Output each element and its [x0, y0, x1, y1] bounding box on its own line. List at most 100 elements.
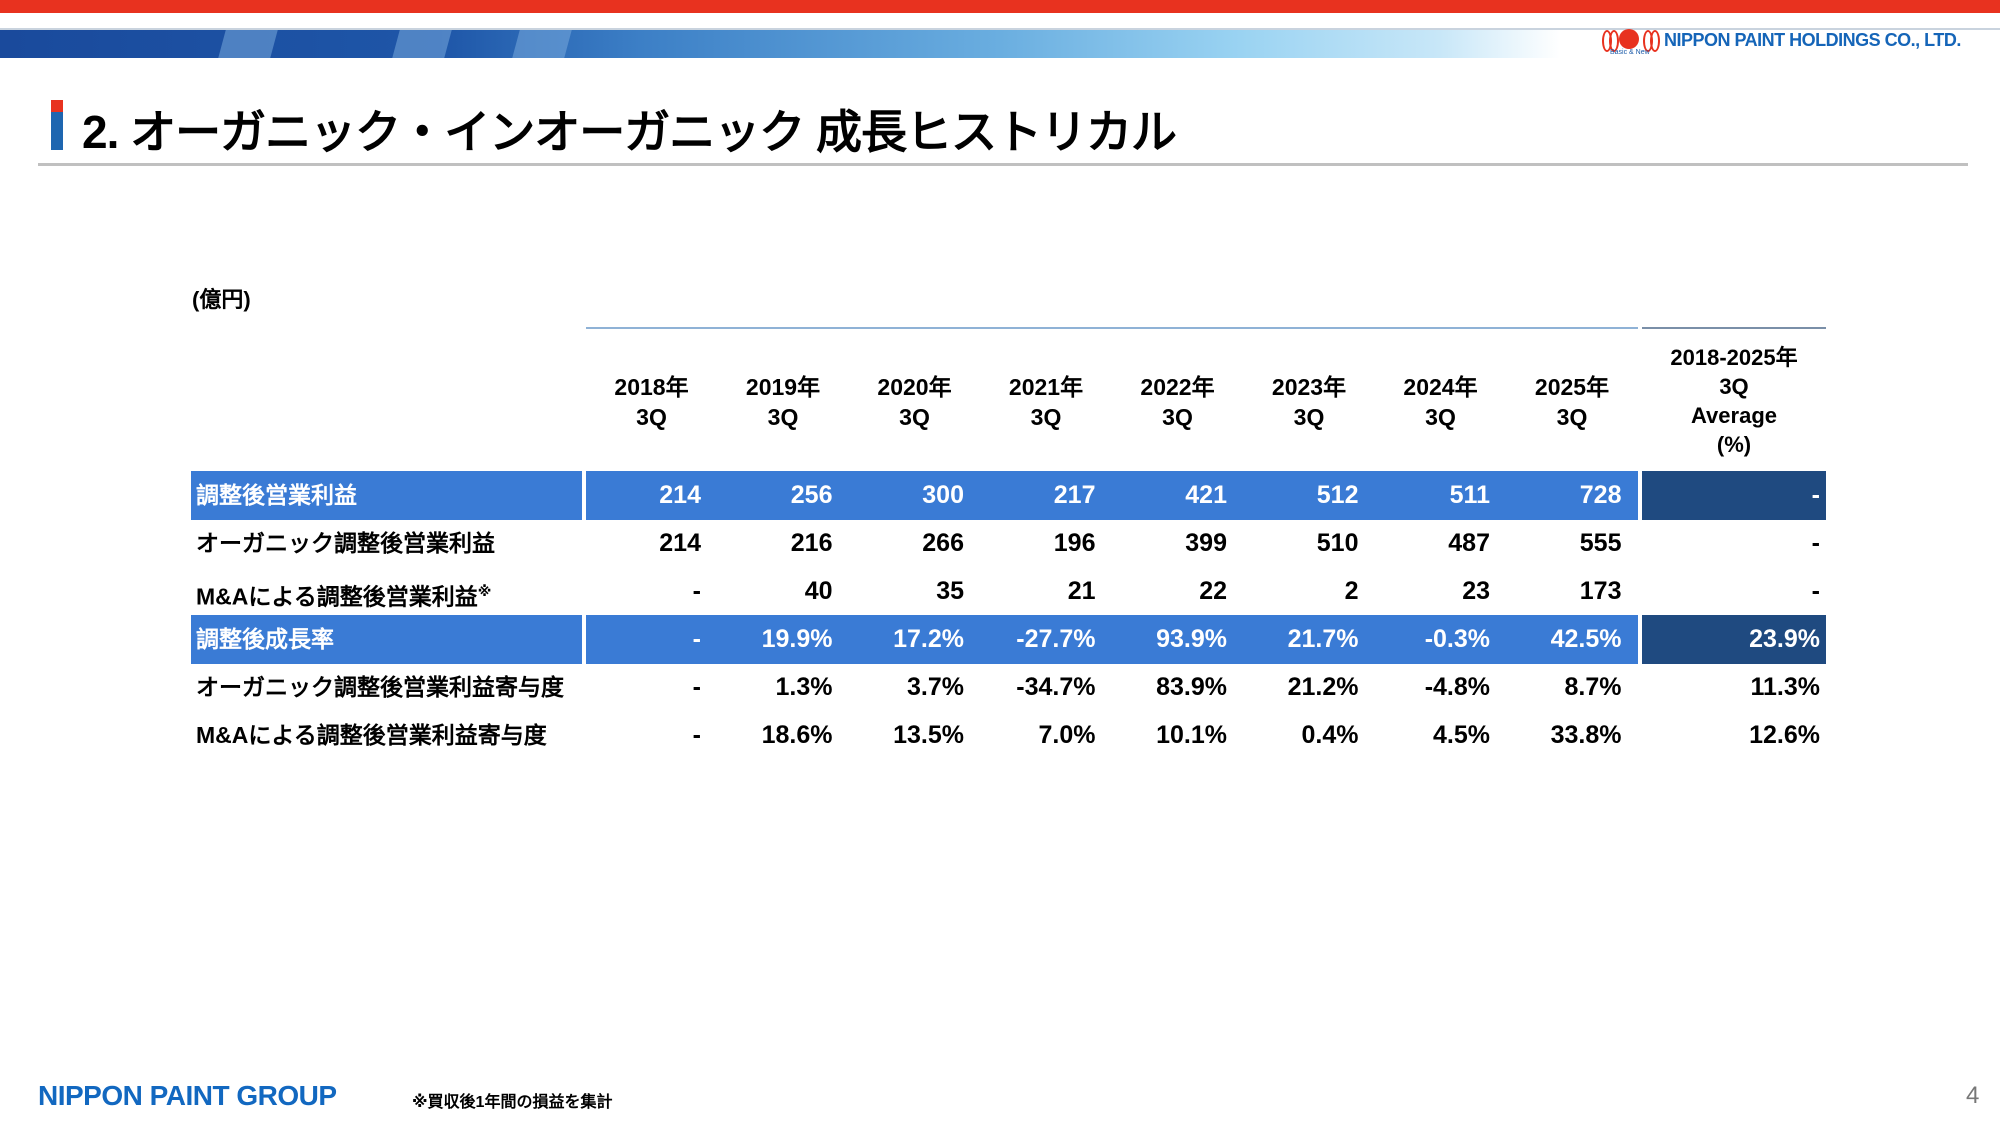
column-header: 2024年 3Q — [1375, 372, 1506, 432]
table-cell: 40 — [804, 577, 833, 605]
column-header-quarter: 3Q — [1030, 404, 1062, 430]
table-cell: 266 — [922, 529, 964, 557]
avg-column-header: 2018-2025年 3Q Average (%) — [1642, 343, 1826, 459]
table-row: M&Aによる調整後営業利益※ -40 35 21 22 2 23 173- — [191, 567, 1826, 616]
row-label: 調整後営業利益 — [191, 471, 582, 520]
group-logo: NIPPON PAINT GROUP — [38, 1080, 337, 1111]
table-cell: 42.5% — [1550, 625, 1622, 653]
column-header: 2021年 3Q — [981, 372, 1112, 432]
table-cell: 21 — [1067, 577, 1096, 605]
footnote: ※買収後1年間の損益を集計 — [412, 1094, 613, 1111]
table-cell: -0.3% — [1424, 625, 1490, 653]
avg-cell: 12.6% — [1749, 721, 1820, 749]
column-header: 2018年 3Q — [586, 372, 717, 432]
company-name: NIPPON PAINT HOLDINGS CO., LTD. — [1664, 30, 1961, 50]
table-cell: 21.2% — [1287, 673, 1359, 701]
table-cell: 173 — [1579, 577, 1622, 605]
column-header-quarter: 3Q — [1556, 404, 1588, 430]
title-divider — [38, 163, 1968, 166]
header-band — [0, 30, 2000, 58]
header-rule — [586, 327, 1638, 329]
page-number: 4 — [1966, 1082, 1980, 1109]
column-header-year: 2025年 — [1534, 374, 1610, 400]
column-header: 2025年 3Q — [1507, 372, 1638, 432]
avg-header-line: 2018-2025年 — [1670, 345, 1798, 370]
logo-mark-icon: Basic & New — [1600, 27, 1660, 61]
avg-cell: - — [1811, 577, 1820, 605]
column-header: 2020年 3Q — [849, 372, 980, 432]
table-cell: 18.6% — [761, 721, 833, 749]
column-header: 2019年 3Q — [718, 372, 849, 432]
table-cell: 256 — [790, 481, 833, 509]
table-cell: 3.7% — [907, 673, 964, 701]
title-marker — [51, 100, 63, 150]
row-label: M&Aによる調整後営業利益※ — [191, 567, 582, 616]
table-row: オーガニック調整後営業利益寄与度 - 1.3% 3.7% -34.7% 83.9% 21.2… — [191, 663, 1826, 712]
table-cell: 512 — [1316, 481, 1359, 509]
column-header-year: 2023年 — [1271, 374, 1347, 400]
row-label: オーガニック調整後営業利益 — [191, 519, 582, 568]
table-cell: 35 — [936, 577, 964, 605]
table-cell: 196 — [1053, 529, 1096, 557]
avg-cell: 11.3% — [1750, 673, 1820, 701]
table-cell: 421 — [1185, 481, 1227, 509]
table-cell: 22 — [1199, 577, 1227, 605]
table-cell: 511 — [1449, 481, 1490, 509]
row-label: M&Aによる調整後営業利益寄与度 — [191, 711, 582, 760]
table-cell: 21.7% — [1287, 625, 1359, 653]
column-header-quarter: 3Q — [1162, 404, 1193, 430]
table-cell: 8.7% — [1564, 673, 1622, 701]
table-cell: 2 — [1344, 577, 1359, 605]
table-cell: - — [692, 673, 701, 701]
row-label-text: 調整後成長率 — [196, 626, 334, 652]
table-cell: -34.7% — [1016, 673, 1096, 701]
table-row: 調整後成長率 - 19.9% 17.2% -27.7% 93.9% 21.7% -0.3% 42… — [191, 615, 1826, 664]
column-header-quarter: 3Q — [899, 404, 930, 430]
table-row: オーガニック調整後営業利益 214 216 266 196 399 510 487 555 - — [191, 519, 1826, 568]
avg-header-line: 3Q — [1719, 374, 1749, 399]
avg-cell: 23.9% — [1642, 615, 1826, 664]
table-cell: 487 — [1448, 529, 1490, 557]
table-cell: 217 — [1053, 481, 1096, 509]
column-header-quarter: 3Q — [1425, 404, 1456, 430]
column-header-year: 2018年 — [614, 374, 689, 400]
row-label-text: オーガニック調整後営業利益寄与度 — [196, 674, 564, 700]
column-header-year: 2020年 — [877, 374, 952, 400]
table-row: 調整後営業利益 214 256 300 217 421 512 511 728- — [191, 471, 1826, 520]
table-cell: -27.7% — [1016, 625, 1096, 653]
table-cell: -4.8% — [1424, 673, 1490, 701]
table-cell: 23 — [1462, 577, 1490, 605]
band-stripe — [512, 30, 572, 58]
row-label-text: オーガニック調整後営業利益 — [196, 530, 495, 556]
table-cell: 83.9% — [1156, 673, 1227, 701]
table-cell: - — [692, 577, 701, 605]
table-cell: 17.2% — [893, 625, 964, 653]
table-cell: 19.9% — [761, 625, 833, 653]
column-header-quarter: 3Q — [1293, 404, 1325, 430]
avg-header-line: Average — [1690, 403, 1777, 428]
column-header-quarter: 3Q — [767, 404, 799, 430]
table-cell: 33.8% — [1550, 721, 1622, 749]
avg-cell: - — [1642, 471, 1826, 520]
band-stripe — [218, 30, 278, 58]
table-cell: 214 — [659, 529, 701, 557]
column-header-year: 2019年 — [745, 374, 821, 400]
table-cell: 510 — [1316, 529, 1359, 557]
row-highlight — [586, 615, 1638, 664]
row-label-text: M&Aによる調整後営業利益 — [196, 583, 478, 610]
column-header-year: 2024年 — [1403, 374, 1478, 400]
top-red-bar — [0, 0, 2000, 13]
column-header-year: 2022年 — [1140, 374, 1215, 400]
table-cell: 13.5% — [893, 721, 964, 749]
column-header: 2022年 3Q — [1112, 372, 1243, 432]
band-stripe — [392, 30, 452, 58]
table-cell: - — [692, 625, 701, 653]
column-header-year: 2021年 — [1008, 374, 1084, 400]
logo-tagline: Basic & New — [1610, 49, 1650, 56]
row-label: 調整後成長率 — [191, 615, 582, 664]
avg-header-line: (%) — [1716, 432, 1752, 457]
footnote-marker: ※ — [477, 583, 492, 599]
row-label: オーガニック調整後営業利益寄与度 — [191, 663, 582, 712]
page-title: 2. オーガニック・インオーガニック 成長ヒストリカル — [82, 106, 1177, 158]
table-cell: - — [692, 721, 701, 749]
